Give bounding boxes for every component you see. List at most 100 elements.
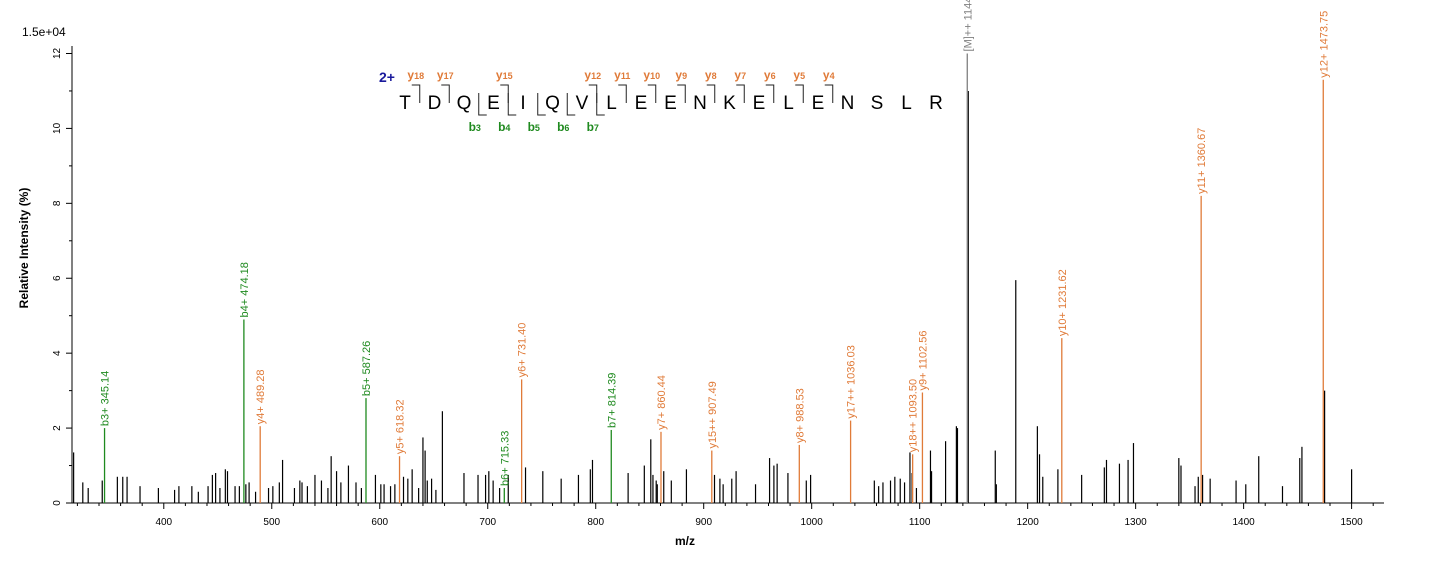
y-ion-marker: y17 <box>437 68 454 82</box>
b-ion-number: 3 <box>476 123 481 133</box>
y-ion-bracket <box>647 84 657 103</box>
x-tick-label: 800 <box>587 517 604 528</box>
peaks <box>73 53 1353 503</box>
x-tick-label: 1400 <box>1232 517 1255 528</box>
sequence-residue: N <box>693 93 707 114</box>
x-tick-label: 400 <box>155 517 172 528</box>
y-ion-marker: y7 <box>734 68 746 82</box>
y-ion-bracket <box>706 84 716 103</box>
y-ion-marker: y15 <box>496 68 513 82</box>
y-ion-name: y <box>734 68 741 82</box>
y-ion-number: 7 <box>741 71 746 81</box>
y-ion-number: 18 <box>414 71 424 81</box>
y-ion-marker: y11 <box>614 68 630 82</box>
y-ion-name: y <box>793 68 800 82</box>
y-ion-bracket <box>411 84 421 103</box>
y-ion-name: y <box>675 68 682 82</box>
b-ion-marker: b6 <box>557 120 569 134</box>
sequence-residue: Q <box>545 93 560 114</box>
y-ion-name: y <box>614 68 621 82</box>
b-ion-bracket <box>537 93 546 116</box>
b-ion-marker: b3 <box>469 120 481 134</box>
x-tick-label: 1500 <box>1340 517 1363 528</box>
y-axis-title: Relative Intensity (%) <box>17 188 31 309</box>
peak-labels: b3+ 345.14 b4+ 474.18 y4+ 489.28 b5+ 587.26… <box>100 0 1331 486</box>
y-ion-name: y <box>437 68 444 82</box>
y-tick-label: 0 <box>52 500 63 506</box>
y-ion-number: 12 <box>591 71 601 81</box>
y-ion-bracket <box>736 84 745 103</box>
b-ion-bracket <box>596 93 605 116</box>
axes: 400 500 600 700 800 900 1000 1100 1200 1300 1400 15… <box>52 46 1384 528</box>
x-tick-label: 1200 <box>1017 517 1040 528</box>
b-ion-marker: b5 <box>528 120 540 134</box>
y-ion-name: y <box>764 68 771 82</box>
annotated-peak-label: y4+ 489.28 <box>255 369 267 424</box>
annotated-peak-label: y15++ 907.49 <box>707 381 719 448</box>
annotated-peak-label: y10+ 1231.62 <box>1057 269 1069 336</box>
annotated-peak-label: y11+ 1360.67 <box>1196 128 1208 194</box>
y-ion-number: 8 <box>712 71 717 81</box>
sequence-residue: I <box>520 93 525 114</box>
y-tick-label: 8 <box>52 200 63 206</box>
b-ion-name: b <box>557 120 564 134</box>
x-tick-label: 500 <box>263 517 280 528</box>
annotated-peak-label: b5+ 587.26 <box>361 341 373 396</box>
y-ion-bracket <box>588 84 598 103</box>
y-ion-bracket <box>618 84 627 103</box>
annotated-peak-label: b6+ 715.33 <box>499 431 511 486</box>
sequence-residue: E <box>487 93 500 114</box>
y-ion-marker: y12 <box>584 68 601 82</box>
annotated-peak-label: y18++ 1093.50 <box>908 379 920 452</box>
y-ion-bracket <box>824 84 834 103</box>
sequence-residue: R <box>929 93 943 114</box>
b-ion-number: 5 <box>535 123 540 133</box>
annotated-peak-label: y5+ 618.32 <box>395 399 407 454</box>
y-tick-label: 6 <box>52 275 63 281</box>
sequence-residue: T <box>399 93 411 114</box>
y-ion-bracket <box>500 84 509 103</box>
y-ion-bracket <box>795 84 804 103</box>
sequence-residue: V <box>576 93 589 114</box>
y-ion-name: y <box>496 68 503 82</box>
y-ion-name: y <box>643 68 650 82</box>
b-ion-number: 7 <box>594 123 599 133</box>
annotated-peak-label: [M]++ 1144.08 <box>962 0 974 51</box>
sequence-residue: L <box>606 93 617 114</box>
intensity-scale-label: 1.5e+04 <box>22 25 66 39</box>
y-ion-marker: y10 <box>643 68 660 82</box>
y-ion-number: 15 <box>503 71 513 81</box>
x-axis-title: m/z <box>675 534 695 548</box>
y-ion-number: 4 <box>830 71 835 81</box>
y-ion-marker: y6 <box>764 68 776 82</box>
y-tick-label: 12 <box>52 47 63 59</box>
b-ion-marker: b4 <box>498 120 510 134</box>
annotated-peak-label: y9+ 1102.56 <box>917 330 929 390</box>
y-ion-number: 9 <box>682 71 687 81</box>
y-ion-marker: y9 <box>675 68 687 82</box>
sequence-residue: S <box>871 93 884 114</box>
sequence-residue: E <box>635 93 648 114</box>
y-ion-name: y <box>705 68 712 82</box>
b-ion-name: b <box>528 120 535 134</box>
b-ion-name: b <box>587 120 594 134</box>
annotated-peak-label: y6+ 731.40 <box>517 323 529 378</box>
b-ion-bracket <box>478 93 487 116</box>
y-ion-number: 11 <box>621 71 631 81</box>
sequence-residue: E <box>812 93 825 114</box>
annotated-peak-label: y12+ 1473.75 <box>1318 11 1330 78</box>
annotated-peak-label: y8+ 988.53 <box>794 388 806 443</box>
b-ion-marker: b7 <box>587 120 599 134</box>
y-ion-marker: y5 <box>793 68 805 82</box>
y-ion-number: 5 <box>800 71 805 81</box>
sequence-residue: K <box>723 93 736 114</box>
b-ion-name: b <box>498 120 505 134</box>
b-ion-number: 4 <box>505 123 510 133</box>
x-tick-label: 1300 <box>1125 517 1148 528</box>
y-ion-bracket <box>677 84 686 103</box>
x-tick-label: 1000 <box>801 517 824 528</box>
y-ion-number: 10 <box>650 71 660 81</box>
annotated-peak-label: y17++ 1036.03 <box>846 345 858 418</box>
y-ion-number: 6 <box>771 71 776 81</box>
